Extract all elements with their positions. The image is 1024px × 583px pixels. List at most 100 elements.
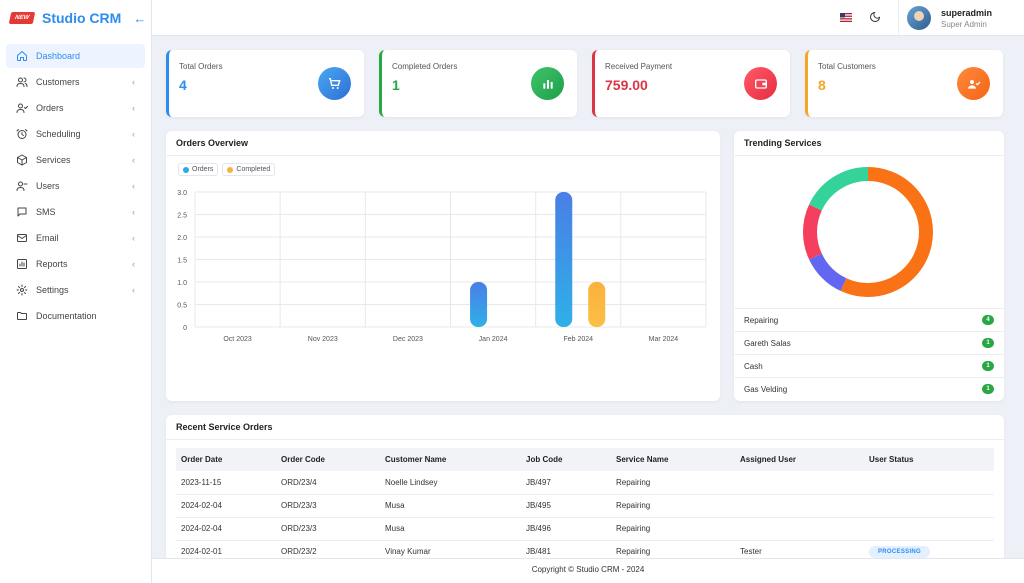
folder-icon (16, 310, 28, 322)
chevron-left-icon: ‹ (132, 155, 135, 165)
table-cell: 2024-02-04 (176, 517, 276, 541)
column-header[interactable]: Order Code (281, 455, 326, 464)
table-cell (735, 471, 864, 495)
trending-item: Gas Velding 1 (734, 377, 1004, 400)
chevron-left-icon: ‹ (132, 129, 135, 139)
column-header[interactable]: User Status (869, 455, 914, 464)
trending-item-label: Gas Velding (744, 384, 788, 394)
trending-item-label: Cash (744, 361, 763, 371)
legend-dot (183, 166, 189, 173)
table-cell: 2023-11-15 (176, 471, 276, 495)
table-cell (864, 494, 994, 518)
trending-donut-chart (803, 167, 933, 297)
column-header[interactable]: Service Name (616, 455, 669, 464)
sidebar-item-orders[interactable]: Orders ‹ (6, 96, 145, 120)
trending-item: Repairing 4 (734, 308, 1004, 331)
legend-dot (227, 166, 234, 173)
column-header[interactable]: Customer Name (385, 455, 447, 464)
sidebar-item-label: Reports (36, 259, 68, 269)
sidebar-item-label: Documentation (36, 311, 97, 321)
table-row[interactable]: 2023-11-15 ORD/23/4 Noelle Lindsey JB/497 Re… (176, 471, 994, 495)
us-flag-icon[interactable] (840, 13, 852, 22)
x-tick-label: Jan 2024 (479, 336, 508, 343)
dark-mode-icon[interactable] (869, 11, 881, 23)
chevron-left-icon: ‹ (132, 285, 135, 295)
table-cell (864, 471, 994, 495)
user-menu[interactable]: superadmin Super Admin (898, 0, 1008, 36)
trending-item: Gareth Salas 1 (734, 331, 1004, 354)
chevron-left-icon: ‹ (132, 181, 135, 191)
chart-icon (16, 258, 28, 270)
recent-orders-title: Recent Service Orders (166, 415, 1004, 440)
y-tick-label: 3.0 (177, 190, 187, 197)
chat-icon (16, 206, 28, 218)
sidebar-item-documentation[interactable]: Documentation (6, 304, 145, 328)
stat-value: 1 (392, 77, 400, 93)
legend-item-orders[interactable]: Orders (178, 163, 219, 176)
y-tick-label: 2.5 (177, 213, 187, 220)
status-badge: PROCESSING (869, 545, 931, 558)
trending-services-card: Trending Services Repairing 4 Gareth Salas… (734, 131, 1004, 401)
table-cell (864, 517, 994, 541)
chevron-left-icon: ‹ (132, 233, 135, 243)
chevron-left-icon: ‹ (132, 77, 135, 87)
x-tick-label: Dec 2023 (393, 336, 423, 343)
legend-item-completed[interactable]: Completed (222, 163, 276, 176)
stat-label: Total Customers (818, 62, 876, 71)
stat-label: Completed Orders (392, 62, 458, 71)
table-cell: ORD/23/4 (276, 471, 380, 495)
sidebar-item-email[interactable]: Email ‹ (6, 226, 145, 250)
stat-value: 4 (179, 77, 187, 93)
trending-count-badge: 1 (982, 384, 994, 394)
chevron-left-icon: ‹ (132, 103, 135, 113)
sidebar-nav: Dashboard Customers ‹ Orders ‹ Scheduling ‹ Ser… (0, 44, 151, 328)
legend-label: Completed (236, 166, 271, 173)
donut-slice-0[interactable] (840, 167, 933, 297)
trending-count-badge: 4 (982, 315, 994, 325)
sidebar-item-sms[interactable]: SMS ‹ (6, 200, 145, 224)
bar-orders-4 (555, 192, 573, 327)
sidebar-item-services[interactable]: Services ‹ (6, 148, 145, 172)
sidebar-item-users[interactable]: Users ‹ (6, 174, 145, 198)
stat-value: 759.00 (605, 77, 648, 93)
brand-name[interactable]: Studio CRM (42, 10, 122, 26)
bar-chart-icon (531, 67, 564, 100)
table-row[interactable]: 2024-02-04 ORD/23/3 Musa JB/495 Repairing (176, 494, 994, 518)
wallet-icon (744, 67, 777, 100)
stat-card-received-payment: Received Payment 759.00 (592, 50, 790, 117)
sidebar-item-label: Orders (36, 103, 64, 113)
x-tick-label: Mar 2024 (649, 336, 679, 343)
table-cell: JB/496 (521, 517, 611, 541)
table-cell: 2024-02-04 (176, 494, 276, 518)
donut-slice-2[interactable] (803, 204, 822, 260)
sidebar-item-settings[interactable]: Settings ‹ (6, 278, 145, 302)
collapse-sidebar-icon[interactable]: ← (133, 10, 147, 26)
column-header[interactable]: Order Date (181, 455, 223, 464)
table-cell: JB/495 (521, 494, 611, 518)
sidebar-item-dashboard[interactable]: Dashboard (6, 44, 145, 68)
y-tick-label: 0 (183, 325, 187, 332)
trending-list: Repairing 4 Gareth Salas 1 Cash 1 Gas Velding 1 (734, 308, 1004, 400)
donut-slice-1[interactable] (809, 253, 847, 291)
column-header[interactable]: Assigned User (740, 455, 797, 464)
orders-overview-title: Orders Overview (166, 131, 720, 156)
table-row[interactable]: 2024-02-04 ORD/23/3 Musa JB/496 Repairing (176, 517, 994, 541)
sidebar-item-reports[interactable]: Reports ‹ (6, 252, 145, 276)
sidebar: NEW Studio CRM ← Dashboard Customers ‹ Orde… (0, 0, 152, 583)
bar-orders-3 (470, 282, 488, 327)
sidebar-item-scheduling[interactable]: Scheduling ‹ (6, 122, 145, 146)
y-tick-label: 1.0 (177, 280, 187, 287)
sidebar-item-customers[interactable]: Customers ‹ (6, 70, 145, 94)
table-header-row: Order Date Order Code Customer Name Job Cod… (176, 448, 994, 471)
column-header[interactable]: Job Code (526, 455, 563, 464)
trending-item: Cash 1 (734, 354, 1004, 377)
sidebar-item-label: Scheduling (36, 129, 81, 139)
donut-slice-3[interactable] (809, 167, 869, 211)
orders-icon (16, 102, 28, 114)
sidebar-item-label: Customers (36, 77, 80, 87)
bar-completed-4 (588, 282, 606, 327)
trending-count-badge: 1 (982, 338, 994, 348)
sidebar-item-label: Email (36, 233, 59, 243)
sidebar-item-label: Dashboard (36, 51, 81, 61)
sidebar-item-label: Users (36, 181, 60, 191)
